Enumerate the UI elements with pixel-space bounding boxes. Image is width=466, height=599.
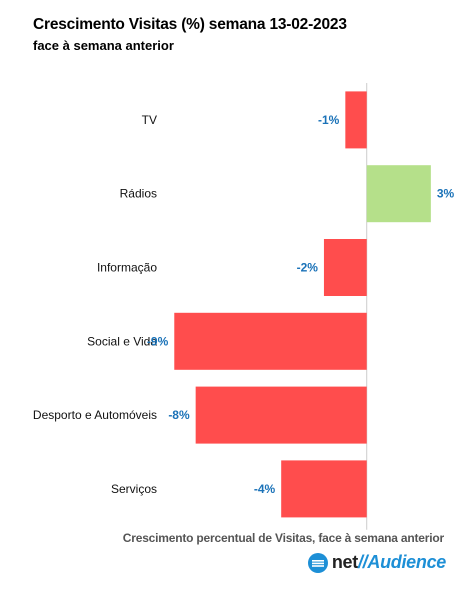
chart-title: Crescimento Visitas (%) semana 13-02-202… (33, 16, 347, 33)
category-label: Informação (97, 261, 157, 275)
data-label: -1% (318, 113, 340, 127)
netaudience-logo: net//Audience (307, 552, 446, 573)
category-label: Rádios (120, 187, 157, 201)
bar (366, 165, 431, 223)
category-label: TV (142, 113, 157, 127)
data-label: -4% (254, 482, 276, 496)
data-label: 3% (437, 187, 455, 201)
bar (345, 91, 367, 149)
data-label: -8% (168, 408, 190, 422)
axis-caption: Crescimento percentual de Visitas, face … (122, 531, 444, 545)
bar-chart: TV -1%Rádios 3%Informação -2%Social e Vida-… (33, 83, 455, 530)
netaudience-logo-icon (307, 552, 328, 573)
data-label: -9% (147, 334, 169, 348)
bar (195, 386, 367, 444)
bar (174, 312, 367, 370)
data-label: -2% (297, 261, 319, 275)
category-label: Serviços (111, 482, 157, 496)
category-label: Desporto e Automóveis (33, 408, 157, 422)
bar (323, 239, 367, 296)
category-label: Social e Vida (87, 334, 157, 348)
netaudience-logo-text: net//Audience (331, 552, 446, 572)
bar (281, 460, 367, 518)
chart-subtitle: face à semana anterior (33, 38, 174, 53)
